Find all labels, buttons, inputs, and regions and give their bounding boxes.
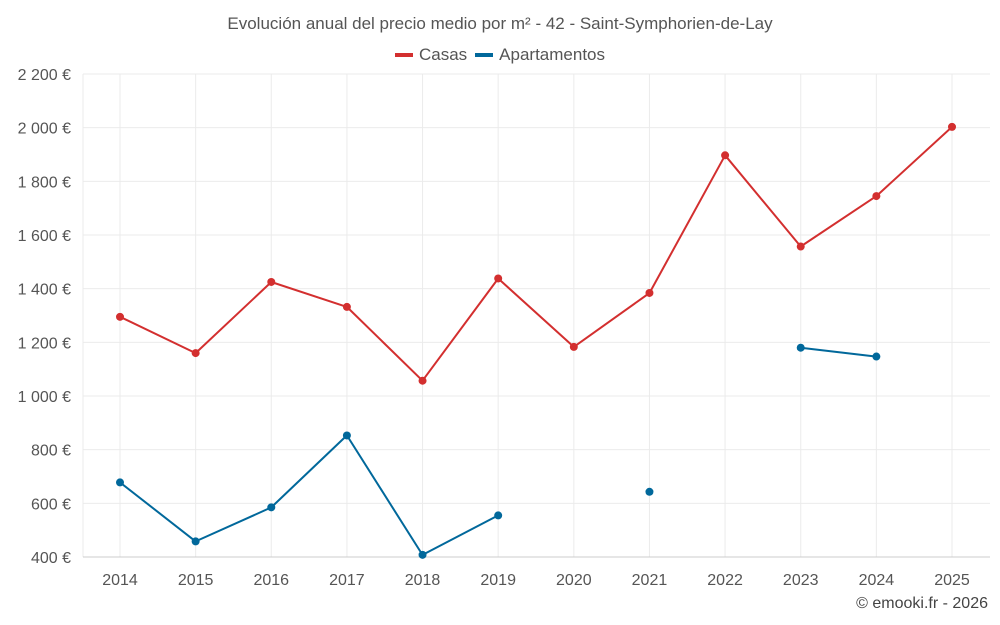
data-point-apartamentos-2015[interactable] [191, 537, 200, 546]
x-tick-label: 2015 [178, 572, 214, 589]
data-point-casas-2014[interactable] [116, 312, 124, 321]
data-point-casas-2024[interactable] [872, 192, 881, 201]
data-point-casas-2023[interactable] [796, 242, 805, 251]
grid [83, 73, 990, 558]
y-tick-label: 600 € [31, 496, 71, 513]
y-tick-label: 1 000 € [18, 389, 71, 406]
credit-text: © emooki.fr - 2026 [856, 595, 988, 612]
y-tick-label: 2 200 € [18, 67, 71, 84]
series-casas [116, 122, 956, 385]
y-tick-label: 1 400 € [18, 282, 71, 299]
series-line-apartamentos [119, 434, 499, 556]
axes: 400 € 600 € 800 € 1 000 € 1 200 € 1 400 € 1 60… [18, 67, 990, 589]
data-point-apartamentos-2014[interactable] [116, 478, 124, 487]
y-tick-label: 1 800 € [18, 174, 71, 191]
series [116, 122, 956, 559]
legend-item-apartamentos[interactable]: Apartamentos [475, 45, 605, 65]
data-point-apartamentos-2017[interactable] [342, 431, 351, 440]
data-point-casas-2019[interactable] [494, 274, 503, 283]
x-tick-label: 2021 [632, 572, 668, 589]
x-tick-label: 2025 [934, 572, 970, 589]
data-point-casas-2017[interactable] [342, 302, 351, 311]
legend-swatch-casas [394, 53, 413, 57]
legend-swatch-apartamentos [475, 53, 494, 57]
x-tick-label: 2018 [405, 572, 441, 589]
x-tick-label: 2023 [783, 572, 819, 589]
legend-label-apartamentos: Apartamentos [499, 45, 606, 64]
data-point-apartamentos-2018[interactable] [418, 550, 427, 559]
series-line-casas [119, 126, 953, 382]
data-point-casas-2016[interactable] [267, 277, 276, 286]
data-point-casas-2020[interactable] [569, 342, 578, 351]
series-line-apartamentos [800, 346, 877, 358]
y-tick-label: 1 600 € [18, 228, 71, 245]
x-tick-label: 2019 [480, 572, 516, 589]
x-tick-label: 2014 [102, 572, 138, 589]
data-point-casas-2022[interactable] [721, 151, 730, 160]
data-point-casas-2018[interactable] [418, 376, 427, 385]
y-tick-label: 2 000 € [18, 121, 71, 138]
y-tick-label: 400 € [31, 550, 71, 567]
data-point-apartamentos-2023[interactable] [796, 343, 805, 352]
data-point-casas-2025[interactable] [948, 122, 956, 131]
series-apartamentos [116, 343, 881, 559]
legend: Casas Apartamentos [0, 45, 1000, 65]
x-tick-label: 2016 [253, 572, 289, 589]
data-point-casas-2015[interactable] [191, 349, 200, 358]
y-tick-label: 1 200 € [18, 335, 71, 352]
data-point-casas-2021[interactable] [645, 288, 654, 297]
data-point-apartamentos-2019[interactable] [494, 511, 503, 520]
y-tick-label: 800 € [31, 443, 71, 460]
chart-title: Evolución anual del precio medio por m² … [227, 14, 773, 33]
x-tick-label: 2020 [556, 572, 592, 589]
legend-item-casas[interactable]: Casas [394, 45, 468, 65]
x-tick-label: 2017 [329, 572, 365, 589]
data-point-apartamentos-2024[interactable] [872, 352, 881, 361]
data-point-apartamentos-2016[interactable] [267, 503, 276, 512]
legend-label-casas: Casas [418, 45, 468, 64]
x-tick-label: 2022 [707, 572, 743, 589]
data-point-apartamentos-2021[interactable] [645, 487, 654, 496]
x-tick-label: 2024 [859, 572, 895, 589]
